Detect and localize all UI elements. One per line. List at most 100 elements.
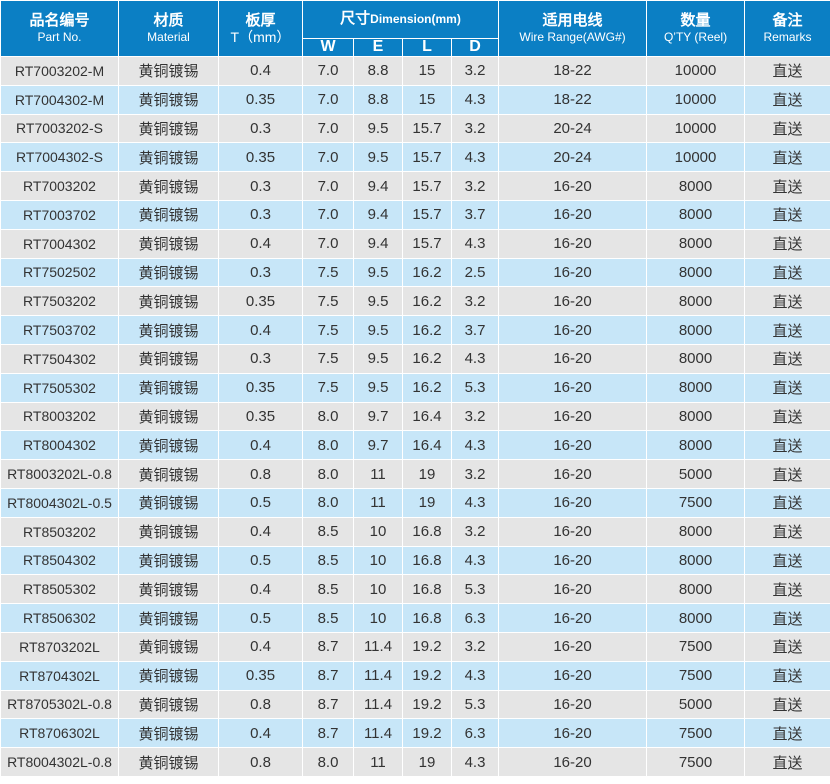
w-cell: 7.5 [302, 257, 354, 288]
remarks-cell: 直送 [744, 113, 830, 144]
thickness-cell: 0.35 [218, 142, 303, 173]
l-cell: 19 [402, 459, 452, 489]
thickness-cell: 0.35 [218, 84, 303, 115]
remarks-cell: 直送 [744, 372, 830, 403]
e-cell: 11.4 [353, 660, 403, 691]
d-cell: 5.3 [450, 689, 500, 720]
quantity-cell: 8000 [646, 574, 746, 605]
material-cell: 黄铜镀锡 [118, 487, 219, 518]
e-cell: 11.4 [353, 718, 403, 749]
table-row: RT7003202-M 黄铜镀锡 0.4 7.0 8.8 15 3.2 18-22 10000 直… [0, 56, 830, 86]
table-row: RT8004302 黄铜镀锡 0.4 8.0 9.7 16.4 4.3 16-20 8000 直送 [0, 430, 830, 461]
w-cell: 7.0 [302, 171, 354, 201]
d-cell: 4.3 [450, 228, 500, 259]
d-cell: 4.3 [450, 660, 500, 691]
l-cell: 19.2 [402, 718, 452, 749]
e-cell: 9.4 [353, 199, 403, 230]
thickness-cell: 0.8 [218, 459, 303, 489]
wire-range-cell: 16-20 [498, 430, 648, 461]
w-cell: 7.0 [302, 142, 354, 173]
part-no-cell: RT7503202 [0, 286, 119, 317]
header-thickness-zh: 板厚 [245, 11, 276, 29]
part-no-cell: RT7003702 [0, 199, 119, 230]
header-part-no-zh: 品名编号 [29, 12, 90, 30]
wire-range-cell: 16-20 [498, 343, 648, 374]
quantity-cell: 7500 [646, 747, 746, 777]
material-cell: 黄铜镀锡 [118, 56, 219, 86]
thickness-cell: 0.35 [218, 372, 303, 403]
thickness-cell: 0.35 [218, 401, 303, 432]
thickness-cell: 0.4 [218, 516, 303, 547]
d-cell: 4.3 [450, 142, 500, 173]
thickness-cell: 0.3 [218, 343, 303, 374]
material-cell: 黄铜镀锡 [118, 84, 219, 115]
thickness-cell: 0.4 [218, 574, 303, 605]
d-cell: 3.7 [450, 199, 500, 230]
w-cell: 7.0 [302, 84, 354, 115]
part-no-cell: RT8003202 [0, 401, 119, 432]
e-cell: 10 [353, 603, 403, 633]
l-cell: 16.4 [402, 401, 452, 432]
thickness-cell: 0.5 [218, 603, 303, 633]
wire-range-cell: 16-20 [498, 545, 648, 576]
table-body: RT7003202-M 黄铜镀锡 0.4 7.0 8.8 15 3.2 18-22 10000 直… [0, 56, 830, 777]
table-row: RT8506302 黄铜镀锡 0.5 8.5 10 16.8 6.3 16-20 8000 直送 [0, 603, 830, 633]
remarks-cell: 直送 [744, 199, 830, 230]
wire-range-cell: 18-22 [498, 56, 648, 86]
d-cell: 3.2 [450, 459, 500, 489]
remarks-cell: 直送 [744, 660, 830, 691]
table-row: RT7504302 黄铜镀锡 0.3 7.5 9.5 16.2 4.3 16-20 8000 直送 [0, 343, 830, 374]
table-row: RT8705302L-0.8 黄铜镀锡 0.8 8.7 11.4 19.2 5.3 16-20… [0, 689, 830, 720]
header-part-no: 品名编号 Part No. [0, 0, 119, 57]
l-cell: 19 [402, 747, 452, 777]
remarks-cell: 直送 [744, 516, 830, 547]
material-cell: 黄铜镀锡 [118, 199, 219, 230]
quantity-cell: 7500 [646, 660, 746, 691]
quantity-cell: 8000 [646, 372, 746, 403]
d-cell: 3.7 [450, 315, 500, 345]
d-cell: 4.3 [450, 84, 500, 115]
d-cell: 3.2 [450, 516, 500, 547]
w-cell: 8.0 [302, 747, 354, 777]
material-cell: 黄铜镀锡 [118, 343, 219, 374]
thickness-cell: 0.3 [218, 113, 303, 144]
w-cell: 8.7 [302, 718, 354, 749]
l-cell: 16.2 [402, 343, 452, 374]
part-no-cell: RT7503702 [0, 315, 119, 345]
wire-range-cell: 20-24 [498, 113, 648, 144]
d-cell: 3.2 [450, 401, 500, 432]
header-thickness: 板厚 T（mm） [218, 0, 303, 57]
w-cell: 7.0 [302, 56, 354, 86]
w-cell: 8.5 [302, 516, 354, 547]
thickness-cell: 0.4 [218, 718, 303, 749]
e-cell: 9.7 [353, 401, 403, 432]
header-quantity: 数量 Q’TY (Reel) [646, 0, 746, 57]
table-row: RT8703202L 黄铜镀锡 0.4 8.7 11.4 19.2 3.2 16-20 7500… [0, 631, 830, 662]
part-no-cell: RT7004302-S [0, 142, 119, 173]
d-cell: 4.3 [450, 343, 500, 374]
wire-range-cell: 16-20 [498, 747, 648, 777]
remarks-cell: 直送 [744, 603, 830, 633]
l-cell: 15.7 [402, 113, 452, 144]
wire-range-cell: 16-20 [498, 459, 648, 489]
table-row: RT8706302L 黄铜镀锡 0.4 8.7 11.4 19.2 6.3 16-20 7500… [0, 718, 830, 749]
table-header: 品名编号 Part No. 材质 Material 板厚 T（mm） 尺寸Dim… [0, 0, 830, 57]
d-cell: 6.3 [450, 603, 500, 633]
table-row: RT8004302L-0.8 黄铜镀锡 0.8 8.0 11 19 4.3 16-20 7500… [0, 747, 830, 777]
table-row: RT7003202-S 黄铜镀锡 0.3 7.0 9.5 15.7 3.2 20-24 1000… [0, 113, 830, 144]
quantity-cell: 8000 [646, 401, 746, 432]
material-cell: 黄铜镀锡 [118, 603, 219, 633]
remarks-cell: 直送 [744, 487, 830, 518]
table-row: RT8004302L-0.5 黄铜镀锡 0.5 8.0 11 19 4.3 16-20 7500… [0, 487, 830, 518]
w-cell: 8.7 [302, 660, 354, 691]
w-cell: 7.5 [302, 343, 354, 374]
thickness-cell: 0.3 [218, 171, 303, 201]
l-cell: 16.8 [402, 574, 452, 605]
d-cell: 4.3 [450, 545, 500, 576]
quantity-cell: 10000 [646, 113, 746, 144]
l-cell: 15.7 [402, 228, 452, 259]
header-thickness-en: T（mm） [230, 28, 291, 45]
remarks-cell: 直送 [744, 228, 830, 259]
remarks-cell: 直送 [744, 401, 830, 432]
